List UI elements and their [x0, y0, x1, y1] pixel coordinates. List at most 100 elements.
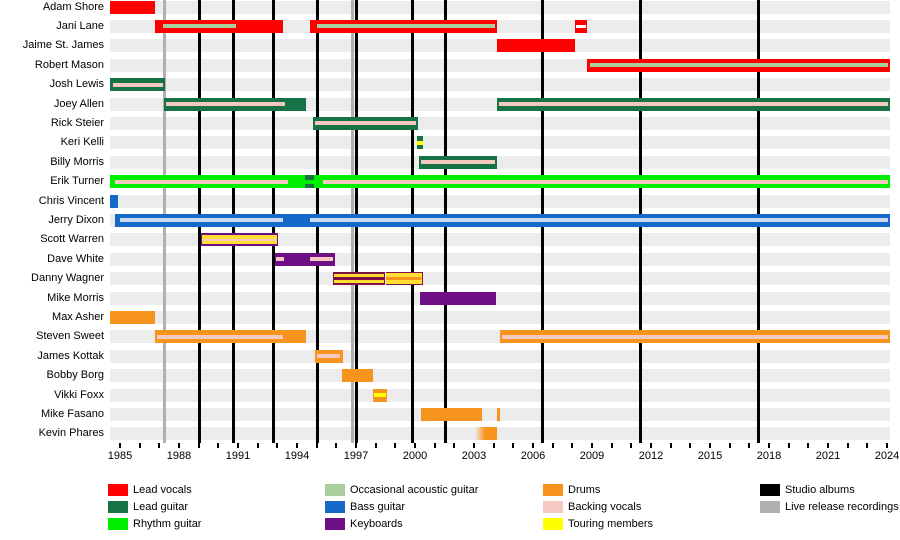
role-stripe	[157, 334, 284, 339]
member-label: Keri Kelli	[60, 136, 104, 149]
timeline-bar	[418, 155, 497, 169]
year-tick	[669, 443, 672, 448]
year-tick	[571, 443, 574, 448]
member-label: Jerry Dixon	[48, 213, 104, 226]
year-tick	[650, 443, 652, 448]
timeline-bar	[474, 427, 497, 441]
year-tick	[256, 443, 259, 448]
member-label: Josh Lewis	[49, 78, 104, 91]
timeline-bar	[110, 175, 890, 189]
member-label: Scott Warren	[40, 233, 104, 246]
timeline-bar	[499, 330, 890, 344]
year-tick	[433, 443, 436, 448]
year-tick	[551, 443, 554, 448]
legend-swatch-bright_green	[108, 518, 128, 530]
timeline-bar	[155, 19, 284, 33]
row-band	[110, 369, 890, 383]
legend-label: Drums	[568, 484, 601, 496]
year-tick	[335, 443, 338, 448]
timeline-bar	[309, 19, 497, 33]
year-label: 2006	[520, 450, 546, 462]
legend-swatch-black	[760, 484, 780, 496]
legend-label: Rhythm guitar	[133, 518, 202, 530]
year-label: 2024	[874, 450, 900, 462]
year-tick	[394, 443, 397, 448]
year-label: 2021	[815, 450, 841, 462]
row-band	[110, 19, 890, 33]
year-tick	[886, 443, 888, 448]
year-label: 1988	[166, 450, 192, 462]
year-tick	[355, 443, 357, 448]
year-tick	[768, 443, 770, 448]
role-stripe	[373, 393, 387, 398]
legend-swatch-orange	[543, 484, 563, 496]
row-band	[110, 252, 890, 266]
timeline-bar	[496, 97, 890, 111]
role-stripe	[112, 82, 164, 87]
row-band	[110, 233, 890, 247]
year-tick	[630, 443, 633, 448]
timeline-bar	[110, 311, 156, 325]
year-label: 2003	[461, 450, 487, 462]
legend-swatch-blue	[325, 501, 345, 513]
year-label: 2018	[756, 450, 782, 462]
member-label: Steven Sweet	[36, 330, 104, 343]
row-band	[110, 78, 890, 92]
role-stripe	[276, 257, 285, 262]
year-tick	[138, 443, 141, 448]
year-tick	[689, 443, 692, 448]
role-stripe	[163, 24, 237, 29]
timeline-bar	[312, 116, 418, 130]
year-tick	[728, 443, 731, 448]
member-label: Billy Morris	[50, 155, 104, 168]
role-stripe	[304, 179, 314, 184]
year-tick	[787, 443, 790, 448]
role-stripe	[309, 218, 888, 223]
year-label: 2015	[697, 450, 723, 462]
timeline-bar	[385, 272, 423, 286]
year-tick	[197, 443, 200, 448]
legend-label: Live release recordings	[785, 501, 899, 513]
member-label: Jani Lane	[56, 19, 104, 32]
year-tick	[276, 443, 279, 448]
role-stripe	[416, 140, 423, 145]
year-label: 1991	[225, 450, 251, 462]
legend-label: Keyboards	[350, 518, 403, 530]
role-stripe	[115, 179, 289, 184]
row-band	[110, 136, 890, 150]
year-tick	[610, 443, 613, 448]
role-stripe	[420, 160, 495, 165]
member-label: James Kottak	[37, 349, 104, 362]
timeline-bar	[115, 213, 890, 227]
legend-label: Touring members	[568, 518, 653, 530]
member-label: Rick Steier	[50, 116, 104, 129]
year-tick	[296, 443, 298, 448]
role-stripe	[316, 354, 341, 359]
role-stripe	[334, 274, 385, 278]
legend-swatch-purple	[325, 518, 345, 530]
timeline-bar	[372, 388, 388, 402]
member-label: Erik Turner	[50, 175, 104, 188]
timeline-bar	[342, 369, 373, 383]
role-stripe	[575, 24, 587, 28]
year-label: 1985	[107, 450, 133, 462]
year-tick	[453, 443, 456, 448]
year-label: 2009	[579, 450, 605, 462]
timeline-bar	[155, 330, 306, 344]
role-stripe	[386, 277, 421, 281]
member-label: Mike Morris	[47, 291, 104, 304]
member-label: Adam Shore	[42, 0, 104, 13]
legend-label: Occasional acoustic guitar	[350, 484, 479, 496]
legend-swatch-gray	[760, 501, 780, 513]
legend-label: Backing vocals	[568, 501, 642, 513]
role-stripe	[119, 218, 284, 223]
year-tick	[119, 443, 121, 448]
role-stripe	[165, 102, 286, 107]
row-band	[110, 155, 890, 169]
timeline-bar	[419, 291, 496, 305]
year-tick	[827, 443, 829, 448]
year-label: 1994	[284, 450, 310, 462]
year-tick	[217, 443, 220, 448]
member-label: Jaime St. James	[22, 39, 104, 52]
